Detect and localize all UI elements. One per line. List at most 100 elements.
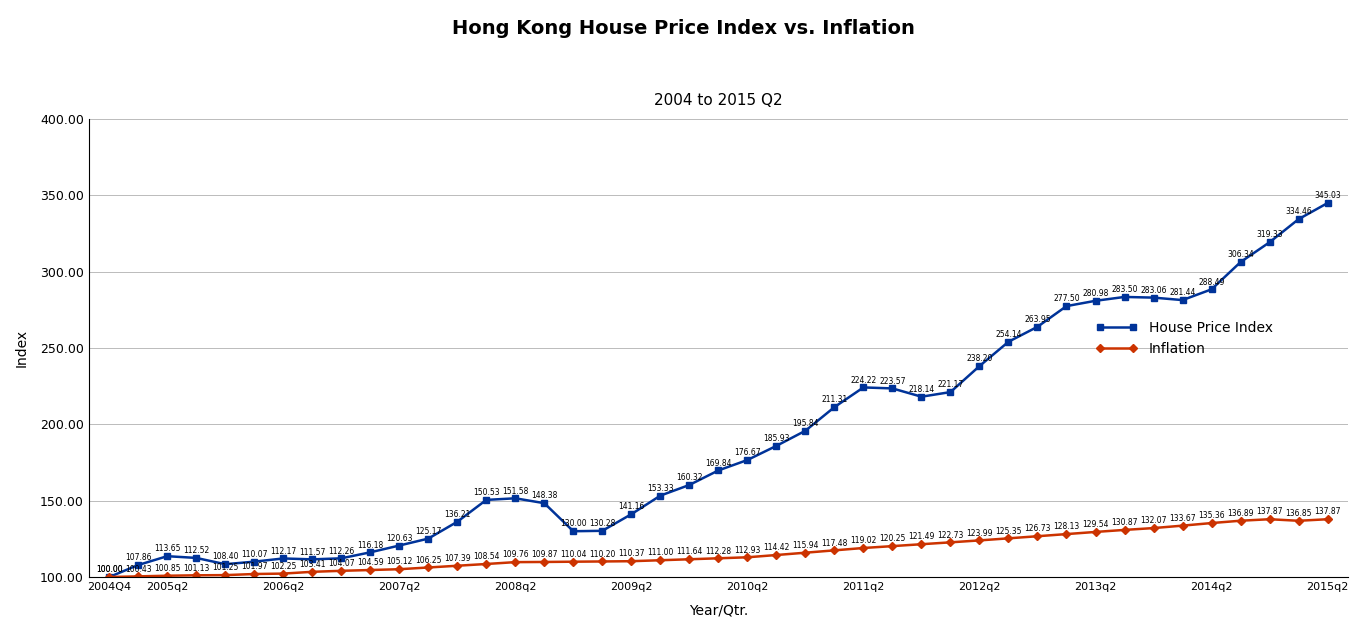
Text: 115.94: 115.94 [791, 541, 819, 550]
House Price Index [130, 561, 146, 569]
Text: 132.07: 132.07 [1140, 516, 1167, 525]
House Price Index [652, 492, 668, 499]
Inflation [826, 547, 842, 554]
Text: 105.12: 105.12 [385, 557, 413, 566]
Text: 122.73: 122.73 [938, 530, 964, 540]
Text: 160.32: 160.32 [677, 473, 703, 482]
Text: 125.17: 125.17 [416, 527, 442, 536]
Text: 195.84: 195.84 [791, 419, 819, 428]
Inflation [711, 554, 727, 562]
House Price Index [681, 481, 697, 489]
House Price Index [711, 466, 727, 474]
House Price Index [740, 456, 756, 464]
House Price Index [972, 362, 988, 370]
Text: 137.87: 137.87 [1314, 507, 1341, 516]
Text: 103.41: 103.41 [299, 560, 325, 569]
Text: 113.65: 113.65 [154, 544, 180, 554]
Text: 109.76: 109.76 [502, 550, 529, 559]
Inflation [303, 568, 320, 576]
Text: 136.85: 136.85 [1285, 509, 1312, 518]
Text: 150.53: 150.53 [473, 488, 499, 497]
Text: 112.28: 112.28 [705, 547, 731, 556]
Text: 110.07: 110.07 [241, 550, 268, 559]
Text: 112.26: 112.26 [328, 547, 354, 556]
Inflation [1001, 535, 1017, 542]
Inflation [972, 537, 988, 544]
Line: House Price Index: House Price Index [105, 200, 1331, 581]
Text: 130.00: 130.00 [560, 520, 586, 528]
Text: 133.67: 133.67 [1169, 514, 1196, 523]
House Price Index [1117, 293, 1133, 301]
Text: 123.99: 123.99 [966, 528, 992, 538]
House Price Index [1262, 238, 1278, 246]
Text: 218.14: 218.14 [908, 385, 935, 394]
House Price Index [942, 388, 958, 396]
Inflation [130, 573, 146, 580]
House Price Index [101, 573, 118, 581]
House Price Index [303, 556, 320, 563]
Inflation [536, 558, 552, 566]
Text: 110.20: 110.20 [589, 550, 615, 559]
Text: 128.13: 128.13 [1054, 522, 1080, 532]
Text: Hong Kong House Price Index vs. Inflation: Hong Kong House Price Index vs. Inflatio… [452, 19, 915, 38]
Text: 148.38: 148.38 [532, 492, 558, 501]
Text: 101.13: 101.13 [183, 564, 209, 573]
House Price Index [420, 535, 436, 542]
Inflation [507, 558, 524, 566]
Title: 2004 to 2015 Q2: 2004 to 2015 Q2 [653, 94, 783, 108]
House Price Index [1029, 323, 1046, 331]
Inflation [913, 540, 930, 548]
Inflation [856, 544, 872, 552]
Text: 125.35: 125.35 [995, 526, 1021, 535]
House Price Index [246, 558, 262, 566]
Text: 108.54: 108.54 [473, 552, 499, 561]
Text: 136.21: 136.21 [444, 510, 470, 519]
House Price Index [565, 528, 581, 535]
Inflation [217, 571, 234, 579]
Inflation [942, 538, 958, 546]
Inflation [246, 570, 262, 578]
House Price Index [536, 499, 552, 507]
House Price Index [1290, 216, 1307, 223]
Inflation [159, 572, 175, 580]
Inflation [1029, 532, 1046, 540]
House Price Index [1203, 286, 1219, 293]
Text: 153.33: 153.33 [647, 484, 674, 493]
Text: 306.34: 306.34 [1228, 250, 1254, 259]
House Price Index [159, 552, 175, 560]
House Price Index [450, 518, 466, 526]
Line: Inflation: Inflation [107, 516, 1330, 580]
Inflation [362, 566, 379, 574]
Inflation [884, 542, 901, 550]
Inflation [652, 556, 668, 564]
Text: 126.73: 126.73 [1024, 525, 1051, 533]
Inflation [1290, 517, 1307, 525]
House Price Index [1087, 297, 1103, 305]
Text: 151.58: 151.58 [502, 487, 529, 495]
House Price Index [507, 494, 524, 502]
House Price Index [362, 549, 379, 556]
Inflation [740, 554, 756, 561]
House Price Index [913, 393, 930, 401]
Inflation [1174, 522, 1191, 530]
House Price Index [884, 385, 901, 392]
Text: 102.25: 102.25 [271, 562, 297, 571]
House Price Index [797, 427, 813, 435]
Inflation [565, 558, 581, 566]
Inflation [1319, 516, 1336, 523]
Text: 137.87: 137.87 [1256, 507, 1282, 516]
Text: 141.16: 141.16 [618, 502, 644, 511]
Inflation [681, 556, 697, 563]
Text: 101.97: 101.97 [241, 562, 268, 571]
Inflation [391, 566, 407, 573]
Text: 130.28: 130.28 [589, 519, 615, 528]
Text: 224.22: 224.22 [850, 375, 876, 385]
Text: 130.87: 130.87 [1111, 518, 1137, 527]
Text: 334.46: 334.46 [1285, 207, 1312, 216]
Text: 280.98: 280.98 [1083, 289, 1109, 298]
Text: 104.07: 104.07 [328, 559, 354, 568]
Text: 100.43: 100.43 [124, 564, 152, 574]
Inflation [797, 549, 813, 557]
Text: 109.87: 109.87 [530, 550, 558, 559]
Inflation [450, 562, 466, 569]
